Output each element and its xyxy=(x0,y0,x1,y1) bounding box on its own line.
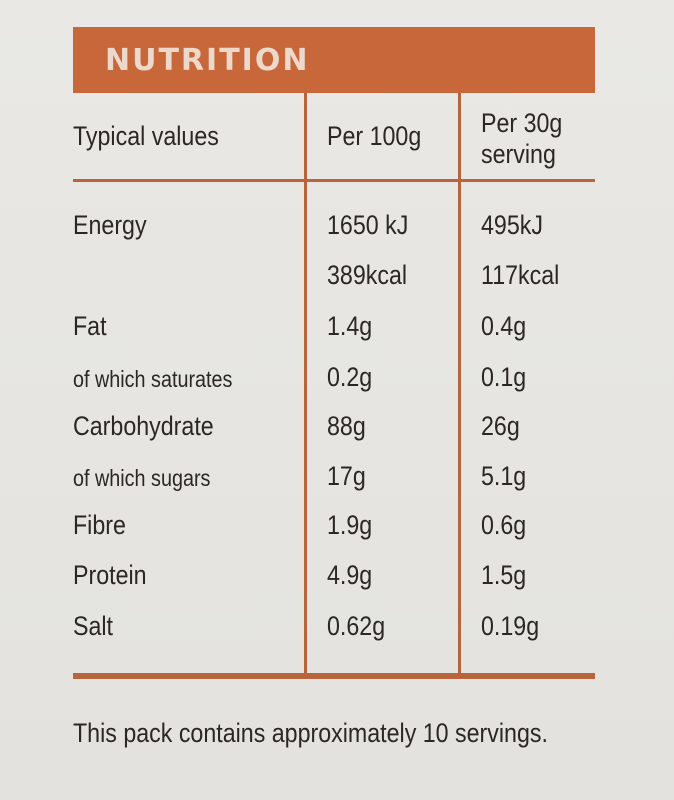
header-rule xyxy=(73,179,595,182)
value-protein-per-serving: 1.5g xyxy=(481,560,527,590)
value-protein-per-100g: 4.9g xyxy=(327,560,373,590)
value-energy-kcal-per-100g: 389kcal xyxy=(327,260,408,290)
row-label-salt: Salt xyxy=(73,611,114,641)
value-saturates-per-serving: 0.1g xyxy=(481,362,527,392)
row-label-carbohydrate: Carbohydrate xyxy=(73,411,214,441)
value-fibre-per-100g: 1.9g xyxy=(327,510,373,540)
column-header-per-serving-line1: Per 30g xyxy=(481,108,563,138)
value-salt-per-100g: 0.62g xyxy=(327,611,386,641)
value-energy-kj-per-100g: 1650 kJ xyxy=(327,210,409,240)
column-header-per-100g: Per 100g xyxy=(327,121,422,151)
value-sugars-per-serving: 5.1g xyxy=(481,461,527,491)
column-header-typical-values: Typical values xyxy=(73,121,219,151)
value-sugars-per-100g: 17g xyxy=(327,461,366,491)
value-fat-per-100g: 1.4g xyxy=(327,311,373,341)
servings-footnote: This pack contains approximately 10 serv… xyxy=(73,718,548,748)
value-energy-kcal-per-serving: 117kcal xyxy=(481,260,560,290)
row-label-protein: Protein xyxy=(73,560,147,590)
row-label-saturates: of which saturates xyxy=(73,366,233,392)
value-saturates-per-100g: 0.2g xyxy=(327,362,373,392)
nutrition-header-bar: NUTRITION xyxy=(73,27,595,93)
value-carbohydrate-per-100g: 88g xyxy=(327,411,366,441)
value-salt-per-serving: 0.19g xyxy=(481,611,540,641)
column-header-per-serving-line2: serving xyxy=(481,139,556,169)
table-bottom-rule xyxy=(73,673,595,679)
column-divider-left xyxy=(304,93,307,678)
column-divider-right xyxy=(458,93,461,678)
value-carbohydrate-per-serving: 26g xyxy=(481,411,520,441)
row-label-energy: Energy xyxy=(73,210,147,240)
row-label-fibre: Fibre xyxy=(73,510,126,540)
value-fat-per-serving: 0.4g xyxy=(481,311,527,341)
row-label-sugars: of which sugars xyxy=(73,465,211,491)
nutrition-title: NUTRITION xyxy=(105,43,310,78)
row-label-fat: Fat xyxy=(73,311,107,341)
value-energy-kj-per-serving: 495kJ xyxy=(481,210,543,240)
value-fibre-per-serving: 0.6g xyxy=(481,510,527,540)
